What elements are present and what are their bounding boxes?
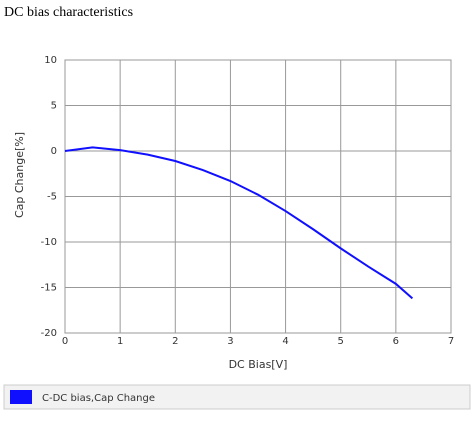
legend (3, 384, 471, 410)
y-tick-label: 10 (44, 55, 57, 66)
chart-title: DC bias characteristics (4, 5, 133, 20)
x-tick-label: 3 (227, 336, 233, 347)
x-tick-label: 5 (338, 336, 344, 347)
x-tick-label: 7 (448, 336, 454, 347)
y-axis-label: Cap Change[%] (13, 132, 26, 218)
y-tick-label: 0 (51, 146, 57, 157)
y-tick-label: -15 (41, 283, 57, 294)
x-axis-label: DC Bias[V] (229, 358, 288, 371)
y-tick-label: -20 (41, 328, 57, 339)
legend-swatch (10, 390, 32, 404)
y-tick-label: 5 (51, 101, 57, 112)
series-line (64, 146, 414, 300)
y-tick-label: -5 (47, 192, 57, 203)
x-tick-label: 4 (282, 336, 288, 347)
x-tick-label: 6 (393, 336, 399, 347)
x-tick-label: 1 (117, 336, 123, 347)
x-tick-label: 2 (172, 336, 178, 347)
legend-label: C-DC bias,Cap Change (42, 393, 155, 404)
y-tick-label: -10 (41, 237, 57, 248)
x-tick-label: 0 (62, 336, 68, 347)
